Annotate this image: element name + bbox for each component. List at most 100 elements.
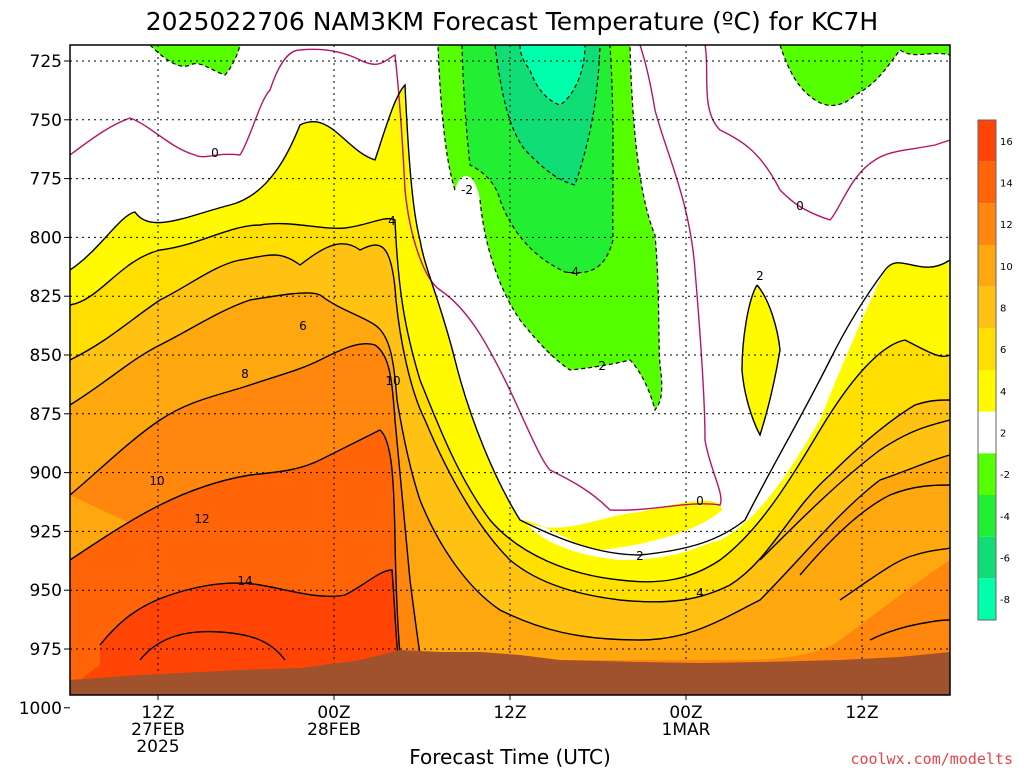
x-tick-label: 12Z	[493, 703, 526, 723]
contour-label: 4	[388, 214, 396, 228]
colorbar-swatch	[978, 578, 996, 620]
contour-label: -2	[461, 183, 473, 197]
contour-line-8	[70, 292, 950, 641]
x-tick-label: 00Z	[317, 703, 350, 723]
contour-label: -4	[567, 265, 579, 279]
contour-line-2	[741, 284, 781, 437]
colorbar-label: 2	[1000, 429, 1006, 440]
ground-terrain	[70, 650, 950, 695]
contour-label: 2	[756, 269, 764, 283]
contour-line-12	[839, 547, 950, 601]
contour-line-12	[70, 429, 401, 656]
temp-fill-bubble	[742, 285, 780, 435]
colorbar-label: -4	[1000, 512, 1010, 523]
y-tick-label: 825	[30, 287, 62, 307]
contour-label: 4	[696, 586, 704, 600]
contour-labels: 0 0 0 -2 -2 -4 2 2 4 4 6 8 10 10 12 14	[149, 146, 803, 600]
y-tick-label: 925	[30, 522, 62, 542]
colorbar-frame	[977, 119, 997, 621]
temp-fill-neg2-topright	[780, 45, 950, 106]
contour-label: 12	[194, 512, 209, 526]
contour-line-dashed-4	[519, 45, 586, 106]
contour-label: 0	[211, 146, 219, 160]
colorbar-label: 8	[1000, 304, 1006, 315]
contour-line-10	[799, 484, 950, 576]
colorbar-swatch	[978, 161, 996, 204]
contour-line-14	[869, 619, 950, 641]
contour-line-16	[139, 630, 286, 661]
x-tick-label: 00Z	[669, 703, 702, 723]
temperature-fill-layer	[70, 45, 950, 695]
x-tick-label: 2025	[136, 737, 179, 757]
contour-label: 2	[636, 549, 644, 563]
contour-label: 6	[299, 319, 307, 333]
colorbar-swatch	[978, 203, 996, 245]
source-credit: coolwx.com/modelts	[850, 750, 1013, 768]
y-tick-label: 875	[30, 405, 62, 425]
y-axis-ticks: 725 750 775 800 825 850 875 900 925 950 975 1000	[19, 52, 70, 719]
x-tick-label: 27FEB	[131, 720, 185, 740]
colorbar-label: 16	[1000, 137, 1013, 148]
y-tick-label: 775	[30, 170, 62, 190]
contour-line-dashed-2	[461, 45, 614, 274]
contour-label: 10	[385, 374, 400, 388]
colorbar-swatch	[978, 328, 996, 370]
colorbar-label: -6	[1000, 554, 1010, 565]
contour-line-2	[70, 83, 950, 556]
contour-line-4	[70, 218, 950, 583]
contour-line-8	[759, 419, 950, 561]
colorbar-label: -8	[1000, 595, 1010, 606]
contour-line-dashed-0	[437, 45, 456, 191]
contour-line-dashed-5	[149, 45, 241, 76]
y-tick-label: 950	[30, 581, 62, 601]
y-tick-label: 1000	[19, 699, 62, 719]
temp-fill-neg2-topleft	[150, 45, 240, 75]
contour-label: 0	[696, 494, 704, 508]
colorbar-swatch	[978, 245, 996, 287]
y-tick-label: 900	[30, 464, 62, 484]
y-tick-label: 850	[30, 346, 62, 366]
y-tick-label: 750	[30, 111, 62, 131]
contour-line-0	[70, 45, 722, 511]
colorbar-label: 6	[1000, 345, 1006, 356]
colorbar-legend: 16 14 12 10 8 6 4 2 -2 -4 -6 -8	[977, 119, 1013, 621]
contour-line-14	[99, 569, 399, 656]
y-tick-label: 800	[30, 228, 62, 248]
contour-label: -2	[594, 359, 606, 373]
colorbar-swatch	[978, 411, 996, 454]
contour-line-dashed-3	[494, 45, 601, 186]
y-tick-label: 975	[30, 640, 62, 660]
colorbar-label: 10	[1000, 262, 1013, 273]
colorbar-swatch	[978, 120, 996, 162]
colorbar-label: 12	[1000, 220, 1013, 231]
colorbar-swatch	[978, 286, 996, 329]
contour-label: 0	[796, 199, 804, 213]
colorbar-label: 4	[1000, 387, 1006, 398]
colorbar-label: 14	[1000, 179, 1013, 190]
temp-fill-12	[70, 343, 950, 695]
contour-line-layer	[70, 45, 950, 661]
grid-lines	[70, 45, 950, 695]
colorbar-swatch	[978, 370, 996, 412]
ground-surface	[70, 650, 950, 695]
contour-label: 10	[149, 474, 164, 488]
x-tick-label: 1MAR	[662, 720, 711, 740]
x-tick-label: 28FEB	[307, 720, 361, 740]
contour-line-10	[70, 343, 421, 656]
colorbar-label: -2	[1000, 470, 1010, 481]
contour-line-6	[70, 243, 950, 603]
chart-title: 2025022706 NAM3KM Forecast Temperature (…	[146, 7, 878, 36]
colorbar-swatch	[978, 536, 996, 579]
x-tick-label: 12Z	[141, 703, 174, 723]
y-tick-label: 725	[30, 52, 62, 72]
contour-line-0	[704, 45, 950, 221]
x-axis-label: Forecast Time (UTC)	[409, 745, 611, 768]
colorbar-swatch	[978, 453, 996, 495]
x-tick-label: 12Z	[845, 703, 878, 723]
contour-line-dashed-1	[479, 45, 663, 412]
temp-fill-neg8	[520, 45, 585, 105]
contour-label: 14	[237, 574, 252, 588]
contour-label: 8	[241, 367, 249, 381]
